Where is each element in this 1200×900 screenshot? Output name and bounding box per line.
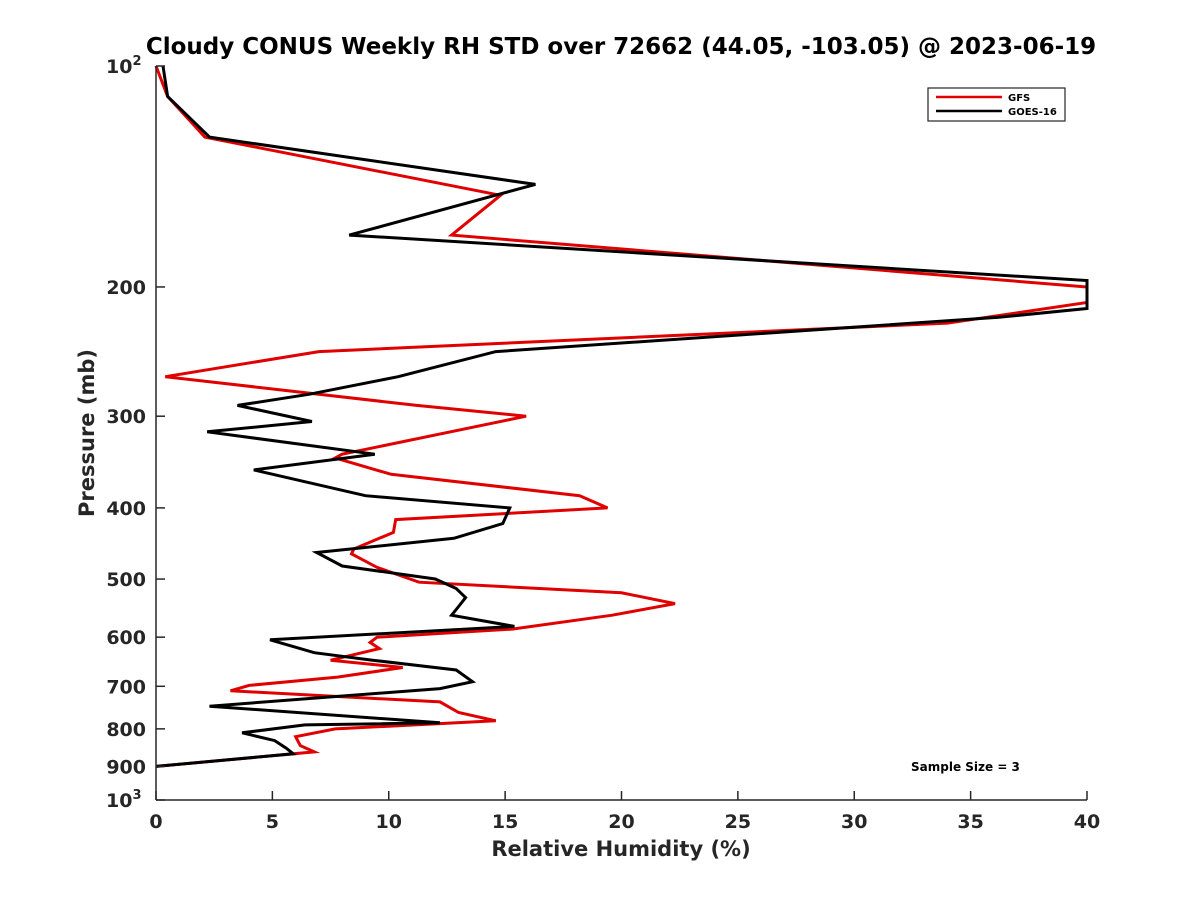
y-tick-label: 102: [106, 54, 142, 78]
y-tick-label: 700: [106, 676, 146, 698]
x-tick-label: 5: [266, 811, 279, 833]
x-tick-label: 20: [608, 811, 634, 833]
legend-label-goes16: GOES-16: [1008, 107, 1057, 118]
legend: GFS GOES-16: [927, 87, 1066, 122]
y-tick-label: 300: [106, 406, 146, 428]
x-tick-label: 35: [957, 811, 983, 833]
x-ticks: 0 5 10 15 20 25 30 35 40: [149, 791, 1100, 833]
y-tick-label: 900: [106, 756, 146, 778]
y-tick-label: 200: [106, 277, 146, 299]
y-tick-label: 500: [106, 569, 146, 591]
legend-label-gfs: GFS: [1008, 93, 1030, 104]
axes-layer: [155, 66, 1087, 801]
y-tick-base: 10: [106, 56, 132, 78]
sample-size-annotation: Sample Size = 3: [911, 760, 1020, 774]
y-tick-exponent: 2: [132, 54, 141, 69]
x-tick-label: 10: [376, 811, 402, 833]
y-tick-label: 400: [106, 498, 146, 520]
y-axis-label: Pressure (mb): [75, 349, 99, 517]
series-line-goes16: [155, 65, 1089, 768]
y-tick-label: 600: [106, 627, 146, 649]
x-axis-label: Relative Humidity (%): [491, 837, 750, 861]
x-tick-label: 40: [1074, 811, 1100, 833]
y-tick-exponent: 3: [132, 788, 141, 803]
x-tick-label: 15: [492, 811, 518, 833]
y-tick-base: 10: [106, 790, 132, 812]
y-tick-label: 800: [106, 719, 146, 741]
chart-title: Cloudy CONUS Weekly RH STD over 72662 (4…: [146, 34, 1096, 60]
series-layer: [154, 65, 1089, 768]
y-tick-label: 103: [106, 788, 142, 812]
x-tick-label: 0: [149, 811, 162, 833]
x-tick-label: 25: [725, 811, 751, 833]
legend-box: [927, 87, 1066, 122]
series-line-gfs: [154, 65, 1089, 768]
x-tick-label: 30: [841, 811, 867, 833]
